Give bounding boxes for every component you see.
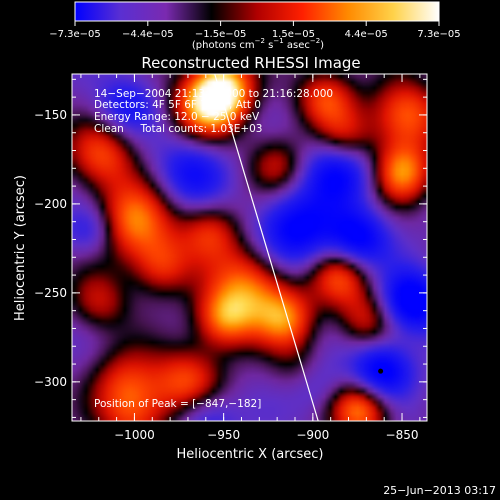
colorbar: −7.3e−05 −4.4e−05 −1.5e−05 1.5e−05 4.4e−05 7.… xyxy=(49,1,461,51)
unit-label-mid: s xyxy=(265,40,273,51)
plot-area xyxy=(71,73,428,422)
y-tick-label: −200 xyxy=(34,197,67,211)
colorbar-tick-labels: −7.3e−05 −4.4e−05 −1.5e−05 1.5e−05 4.4e−05 7.… xyxy=(49,29,460,40)
image-annotations: 14−Sep−2004 21:13:28.000 to 21:16:28.000… xyxy=(94,88,333,410)
y-axis-tick-labels: −150 −200 −250 −300 xyxy=(34,108,67,389)
unit-exp-s: −1 xyxy=(273,37,283,45)
colorbar-tick-label: 1.5e−05 xyxy=(272,29,315,40)
colorbar-bar xyxy=(74,1,440,22)
chart-title: Reconstructed RHESSI Image xyxy=(141,54,360,72)
unit-exp-cm: −2 xyxy=(255,37,265,45)
y-tick-label: −150 xyxy=(34,108,67,122)
heatmap-image xyxy=(72,74,427,421)
colorbar-tick-label: 4.4e−05 xyxy=(345,29,388,40)
y-axis-label: Heliocentric Y (arcsec) xyxy=(13,175,28,321)
colorbar-unit-label: (photons cm−2 s−1 asec−2) xyxy=(192,37,324,51)
unit-label-post: ) xyxy=(320,40,324,51)
x-axis-label: Heliocentric X (arcsec) xyxy=(177,447,324,462)
unit-label-mid2: asec xyxy=(284,40,310,51)
x-axis-ticks xyxy=(80,74,421,421)
annotation-detectors: Detectors: 4F 5F 6F 7F 8F, Att 0 xyxy=(94,99,261,111)
footer-timestamp: 25−Jun−2013 03:17 xyxy=(383,484,496,497)
annotation-peak-position: Position of Peak = [−847,−182] xyxy=(94,398,261,410)
unit-exp-asec: −2 xyxy=(310,37,320,45)
annotation-energy-range: Energy Range: 12.0 − 25.0 keV xyxy=(94,111,260,123)
unit-label-pre: (photons cm xyxy=(192,40,255,51)
colorbar-tick-label: −7.3e−05 xyxy=(49,29,101,40)
plot-frame xyxy=(71,73,428,422)
x-tick-label: −850 xyxy=(386,428,419,442)
x-axis-tick-labels: −1000 −950 −900 −850 xyxy=(114,428,418,442)
colorbar-tick-label: 7.3e−05 xyxy=(417,29,460,40)
colorbar-tick-label: −1.5e−05 xyxy=(195,29,247,40)
y-tick-label: −250 xyxy=(34,286,67,300)
y-axis-ticks xyxy=(72,78,427,418)
colorbar-ticks xyxy=(74,21,440,26)
peak-marker xyxy=(378,368,384,374)
x-tick-label: −900 xyxy=(296,428,329,442)
solar-limb-line xyxy=(214,74,319,421)
x-tick-label: −1000 xyxy=(114,428,155,442)
colorbar-tick-label: −4.4e−05 xyxy=(122,29,174,40)
annotation-time-range: 14−Sep−2004 21:13:28.000 to 21:16:28.000 xyxy=(94,88,333,100)
annotation-clean-counts: Clean Total counts: 1.03E+03 xyxy=(94,123,263,135)
y-tick-label: −300 xyxy=(34,375,67,389)
x-tick-label: −950 xyxy=(207,428,240,442)
